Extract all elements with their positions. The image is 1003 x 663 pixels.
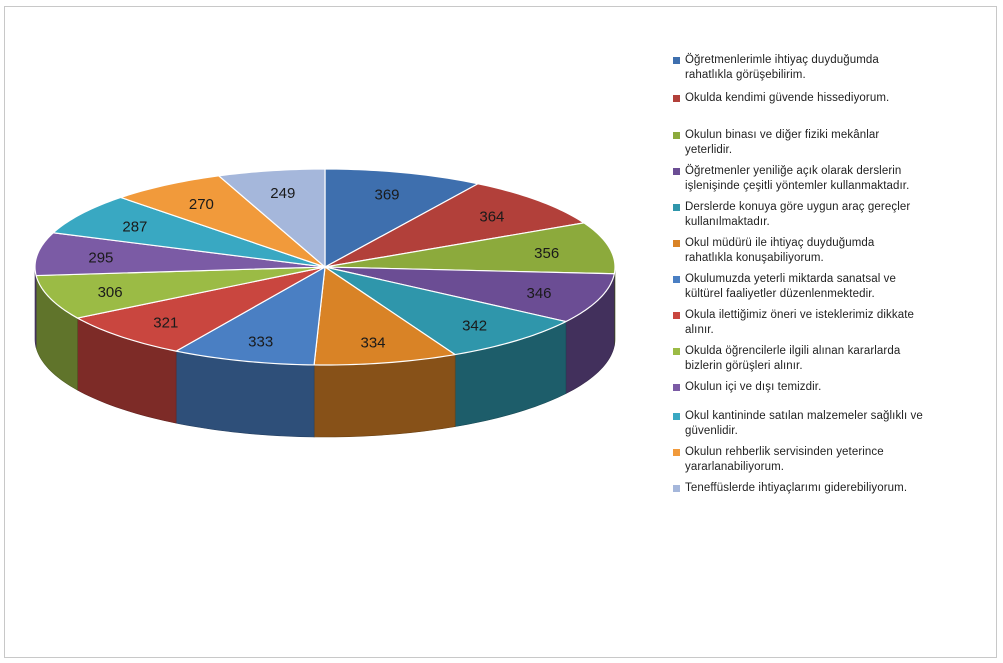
legend-swatch-7 [673, 312, 680, 319]
legend-swatch-2 [673, 132, 680, 139]
data-label-9: 295 [88, 250, 113, 267]
legend-label-8: Okulda öğrencilerle ilgili alınan kararl… [685, 345, 901, 372]
legend-item-11: Okulun rehberlik servisinden yeterince y… [673, 445, 1003, 475]
legend-swatch-3 [673, 168, 680, 175]
data-label-6: 333 [248, 333, 273, 350]
legend-item-0: Öğretmenlerimle ihtiyaç duyduğumda rahat… [673, 53, 1003, 83]
data-label-8: 306 [98, 284, 123, 301]
legend-item-12: Teneffüslerde ihtiyaçlarımı giderebiliyo… [673, 481, 1003, 496]
legend-item-10: Okul kantininde satılan malzemeler sağlı… [673, 409, 1003, 439]
legend-swatch-6 [673, 276, 680, 283]
legend-item-3: Öğretmenler yeniliğe açık olarak dersler… [673, 164, 1003, 194]
pie-slice-side-5 [313, 354, 456, 438]
pie-slice-12 [218, 168, 326, 268]
legend-label-10: Okul kantininde satılan malzemeler sağlı… [685, 410, 923, 437]
pie-slice-0 [324, 168, 479, 268]
pie-labels: 369 364 356 346 342 334 333 321 306 295 287 270 249 [88, 185, 559, 352]
legend-swatch-12 [673, 485, 680, 492]
data-label-10: 287 [122, 219, 147, 236]
legend-label-11: Okulun rehberlik servisinden yeterince y… [685, 446, 884, 473]
legend-swatch-8 [673, 348, 680, 355]
pie-slice-3 [324, 266, 615, 323]
legend-label-12: Teneffüslerde ihtiyaçlarımı giderebiliyo… [685, 482, 908, 494]
legend-label-7: Okula ilettiğimiz öneri ve isteklerimiz … [685, 309, 915, 336]
pie-slice-7 [76, 266, 326, 352]
data-label-3: 346 [526, 285, 551, 302]
legend-item-5: Okul müdürü ile ihtiyaç duyduğumda rahat… [673, 236, 1003, 266]
legend-label-3: Öğretmenler yeniliğe açık olarak dersler… [685, 165, 910, 192]
pie-slice-side-9 [34, 266, 37, 348]
data-label-11: 270 [189, 196, 214, 213]
legend-swatch-10 [673, 413, 680, 420]
legend-label-2: Okulun binası ve diğer fiziki mekânlar y… [685, 129, 880, 156]
legend-swatch-9 [673, 384, 680, 391]
legend-label-4: Derslerde konuya göre uygun araç gereçle… [685, 201, 911, 228]
legend-swatch-5 [673, 240, 680, 247]
pie-chart: 369 364 356 346 342 334 333 321 306 295 287 270 249 [34, 168, 616, 438]
legend-label-1: Okulda kendimi güvende hissediyorum. [685, 92, 890, 104]
pie-slice-9 [34, 232, 326, 277]
legend-label-9: Okulun içi ve dışı temizdir. [685, 381, 822, 393]
legend-item-7: Okula ilettiğimiz öneri ve isteklerimiz … [673, 308, 1003, 338]
legend: Öğretmenlerimle ihtiyaç duyduğumda rahat… [673, 53, 1003, 496]
legend-item-6: Okulumuzda yeterli miktarda sanatsal ve … [673, 272, 1003, 302]
pie-slice-4 [324, 266, 567, 356]
data-label-12: 249 [270, 185, 295, 202]
legend-item-1: Okulda kendimi güvende hissediyorum. [673, 91, 1003, 106]
data-label-7: 321 [153, 314, 178, 331]
data-label-1: 364 [479, 208, 504, 225]
pie-slice-8 [35, 266, 326, 319]
pie-slice-1 [324, 183, 585, 268]
legend-swatch-4 [673, 204, 680, 211]
legend-swatch-0 [673, 57, 680, 64]
legend-swatch-11 [673, 449, 680, 456]
legend-label-5: Okul müdürü ile ihtiyaç duyduğumda rahat… [685, 237, 875, 264]
pie-slice-6 [175, 266, 326, 366]
legend-label-6: Okulumuzda yeterli miktarda sanatsal ve … [685, 273, 896, 300]
legend-item-4: Derslerde konuya göre uygun araç gereçle… [673, 200, 1003, 230]
legend-swatch-1 [673, 95, 680, 102]
legend-item-2: Okulun binası ve diğer fiziki mekânlar y… [673, 128, 1003, 158]
pie-slice-2 [324, 222, 616, 275]
legend-label-0: Öğretmenlerimle ihtiyaç duyduğumda rahat… [685, 54, 879, 81]
data-label-2: 356 [534, 245, 559, 262]
pie-slice-10 [52, 196, 326, 268]
pie-top [34, 168, 616, 366]
pie-sides [34, 266, 616, 438]
pie-slice-5 [313, 266, 456, 366]
chart-frame: 369 364 356 346 342 334 333 321 306 295 287 270 249 … [4, 6, 997, 658]
legend-item-8: Okulda öğrencilerle ilgili alınan kararl… [673, 344, 1003, 374]
data-label-0: 369 [374, 187, 399, 204]
legend-item-9: Okulun içi ve dışı temizdir. [673, 380, 1003, 395]
data-label-4: 342 [462, 317, 487, 334]
pie-slice-11 [120, 175, 326, 268]
data-label-5: 334 [360, 335, 385, 352]
